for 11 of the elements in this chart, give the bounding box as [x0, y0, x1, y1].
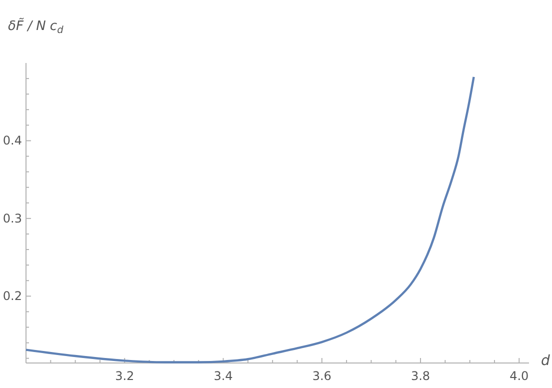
x-tick-label: 3.6 — [312, 369, 332, 383]
line-series — [24, 76, 475, 364]
y-tick-label: 0.2 — [2, 289, 22, 304]
x-axis-title: d — [541, 353, 550, 369]
x-tick-label: 3.2 — [115, 369, 134, 383]
y-tick-label: 0.3 — [2, 211, 22, 226]
x-tick-label: 3.4 — [214, 369, 233, 383]
y-axis-title: δF̃ / N c$_{d}$ — [8, 18, 64, 36]
x-tick-label: 3.8 — [410, 369, 430, 383]
x-tick-label: 4.0 — [510, 369, 529, 383]
y-tick-label: 0.4 — [2, 134, 22, 148]
